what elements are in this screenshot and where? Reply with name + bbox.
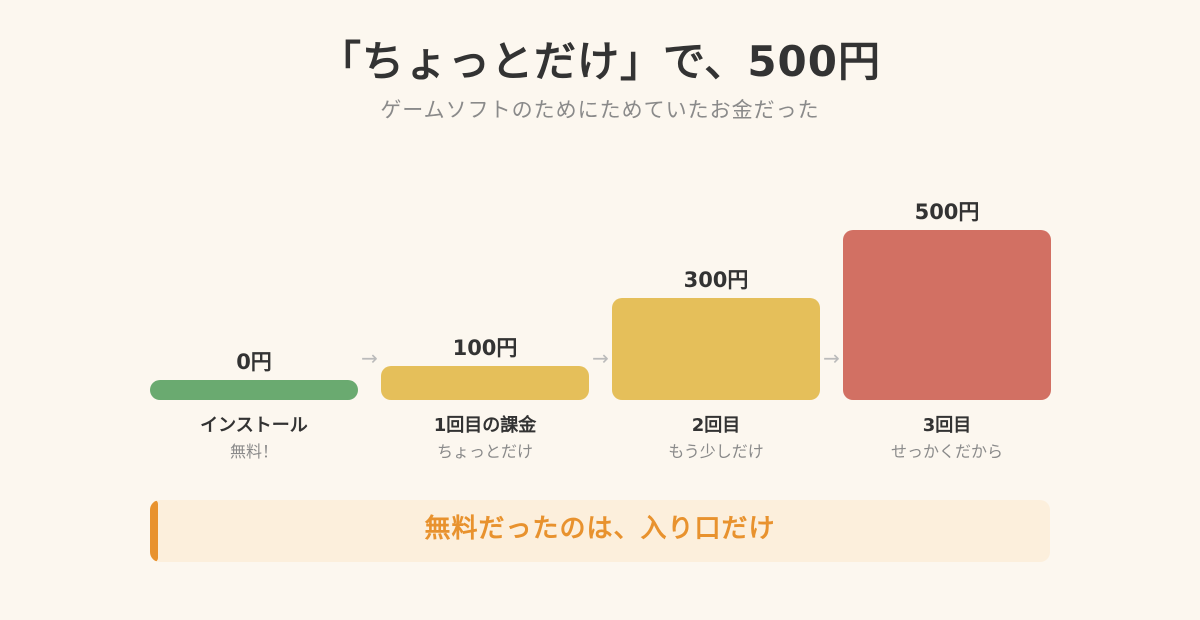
category-label-1: インストール: [200, 415, 308, 436]
category-sublabel-2: ちょっとだけ: [437, 442, 533, 461]
value-label-4: 500円: [915, 200, 980, 224]
callout-box: 無料だったのは、入り口だけ: [150, 500, 1050, 562]
step-arrow-1: →: [361, 346, 378, 370]
callout-text: 無料だったのは、入り口だけ: [424, 514, 776, 544]
bar-1: [150, 380, 358, 400]
page-subtitle: ゲームソフトのためにためていたお金だった: [380, 98, 820, 122]
category-sublabel-4: せっかくだから: [891, 442, 1003, 461]
category-label-4: 3回目: [923, 415, 972, 436]
callout-accent-bar: [150, 500, 158, 562]
category-sublabel-1: 無料！: [230, 442, 278, 461]
value-label-1: 0円: [236, 350, 272, 374]
category-label-2: 1回目の課金: [434, 414, 538, 436]
bar-4: [843, 230, 1051, 400]
bar-2: [381, 366, 589, 400]
page-title: 「ちょっとだけ」で、500円: [319, 37, 881, 86]
category-label-3: 2回目: [692, 415, 741, 436]
value-label-2: 100円: [453, 336, 518, 360]
step-arrow-3: →: [823, 346, 840, 370]
bar-3: [612, 298, 820, 400]
step-arrow-2: →: [592, 346, 609, 370]
category-sublabel-3: もう少しだけ: [668, 442, 764, 461]
value-label-3: 300円: [684, 268, 749, 292]
